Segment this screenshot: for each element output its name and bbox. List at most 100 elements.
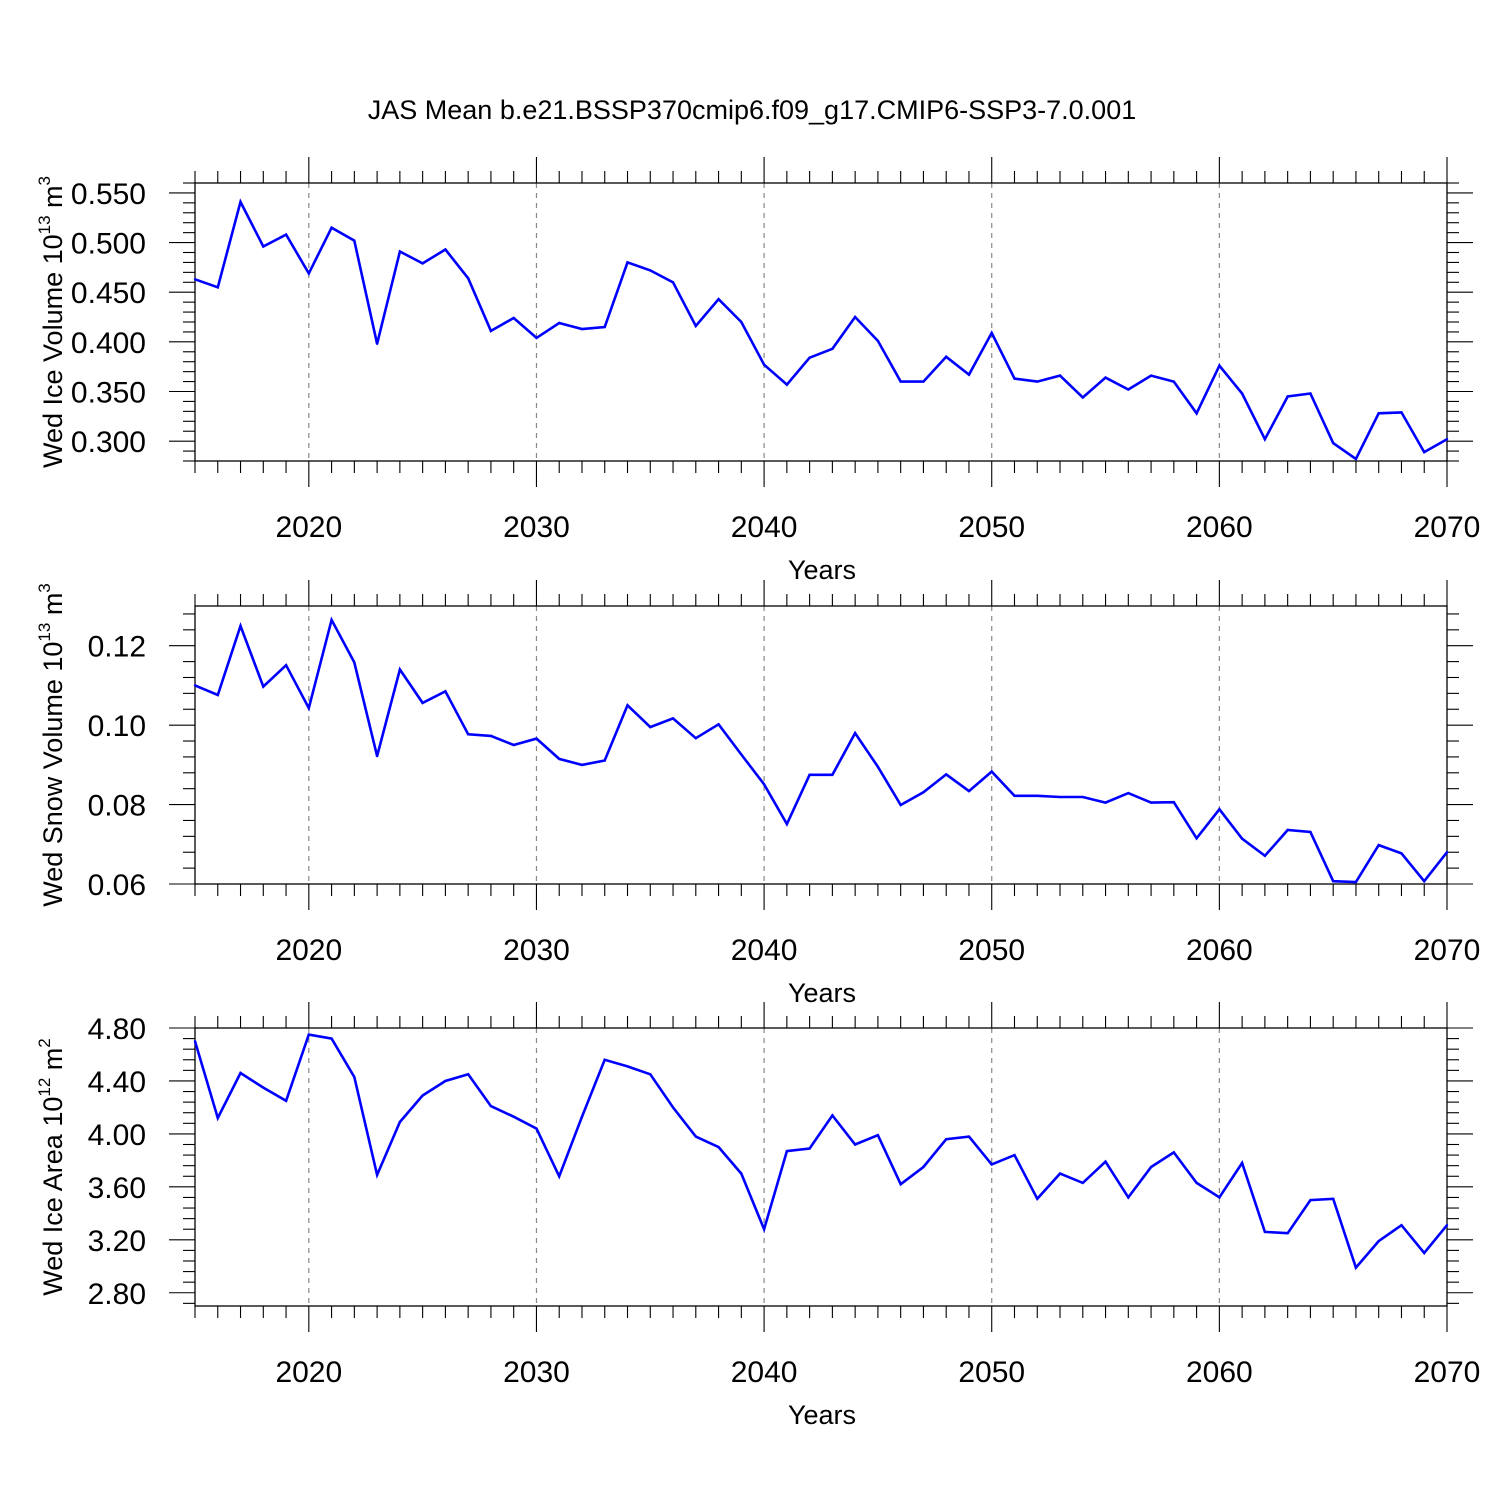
data-point	[1263, 854, 1267, 858]
data-point	[489, 1104, 493, 1108]
data-point	[740, 320, 743, 324]
data-point	[216, 693, 219, 697]
data-point	[853, 315, 857, 319]
data-point	[1240, 837, 1244, 840]
x-tick-label: 2030	[503, 934, 570, 967]
data-point	[671, 717, 675, 720]
data-point	[945, 773, 948, 776]
data-point	[307, 706, 311, 710]
data-point	[466, 733, 470, 736]
y-axis-label-part: 2	[35, 1038, 54, 1047]
x-tick-label: 2070	[1414, 1356, 1481, 1389]
data-point	[694, 1135, 697, 1138]
data-point	[1423, 450, 1426, 454]
data-point	[1195, 837, 1198, 840]
data-point	[193, 1040, 197, 1043]
data-point	[922, 380, 925, 383]
data-point	[717, 1145, 720, 1149]
data-point	[1263, 1230, 1267, 1234]
data-point	[1309, 830, 1312, 834]
series-line	[193, 1033, 1449, 1271]
data-point	[626, 1065, 629, 1068]
x-tick-label: 2030	[503, 511, 570, 544]
y-tick-label: 0.08	[88, 790, 146, 823]
data-point	[580, 763, 584, 767]
y-tick-label: 0.10	[88, 710, 146, 743]
data-point	[1423, 880, 1426, 883]
data-point	[1286, 395, 1289, 398]
data-point	[284, 1099, 288, 1103]
data-point	[785, 822, 789, 826]
data-point	[1354, 880, 1358, 884]
y-tick-label: 0.350	[71, 377, 146, 410]
data-point	[671, 1106, 675, 1109]
data-point	[1377, 1239, 1380, 1243]
y-axis-label: Wed Ice Area 1012 m2	[35, 1038, 68, 1296]
data-point	[580, 1115, 584, 1118]
data-point	[1127, 1196, 1130, 1199]
y-tick-label: 4.40	[88, 1066, 146, 1099]
data-point	[967, 789, 971, 793]
x-tick-label: 2050	[958, 511, 1025, 544]
y-tick-label: 0.12	[88, 631, 146, 664]
data-point	[899, 803, 902, 807]
panel-1: 0.300 0.350 0.400 0.450 0.500 0.550 2020 2030 20…	[35, 157, 1480, 585]
data-point	[398, 1120, 402, 1124]
data-point	[512, 743, 515, 747]
panel-2: 0.06 0.08 0.10 0.12 2020 2030 2040 2050 2060 2070…	[35, 580, 1480, 1008]
data-point	[1172, 1151, 1176, 1154]
chart-title: JAS Mean b.e21.BSSP370cmip6.f09_g17.CMIP…	[368, 95, 1136, 125]
data-point	[330, 1037, 333, 1040]
data-point	[1036, 1197, 1039, 1200]
data-point	[1036, 794, 1039, 798]
data-point	[1149, 801, 1153, 804]
data-point	[558, 757, 561, 761]
y-tick-label: 0.550	[71, 178, 146, 211]
data-point	[1400, 852, 1403, 855]
data-point	[353, 661, 356, 664]
data-point	[1013, 1153, 1016, 1157]
y-axis-label-part: 10	[38, 234, 68, 264]
data-point	[1013, 377, 1016, 380]
data-point	[990, 331, 993, 335]
data-point	[785, 383, 789, 386]
data-point	[853, 1143, 857, 1146]
data-point	[762, 783, 766, 786]
data-point	[876, 339, 880, 343]
x-axis-label: Years	[788, 1400, 856, 1430]
data-point	[421, 1094, 424, 1097]
series-line	[194, 616, 1449, 884]
data-point	[831, 1114, 834, 1117]
x-tick-label: 2070	[1414, 511, 1481, 544]
data-point	[945, 355, 948, 358]
data-point	[444, 690, 447, 693]
y-axis-label-part: 13	[35, 623, 54, 642]
data-point	[1195, 1181, 1198, 1185]
data-point	[899, 1183, 902, 1186]
y-axis-label-part: Wed Ice Area	[38, 1127, 68, 1296]
data-point	[444, 1079, 447, 1083]
data-point	[1081, 795, 1084, 799]
data-point	[1286, 1231, 1289, 1235]
data-point	[649, 269, 652, 272]
x-tick-label: 2050	[958, 934, 1025, 967]
data-point	[694, 324, 697, 328]
data-point	[1058, 374, 1062, 377]
y-axis-label-part: 3	[35, 176, 54, 185]
y-axis-label-part: 12	[35, 1078, 54, 1097]
plot-frame	[194, 1027, 1448, 1307]
y-tick-label: 0.500	[71, 228, 146, 261]
data-point	[1423, 1251, 1426, 1255]
data-point	[239, 1071, 242, 1075]
y-tick-label: 0.300	[71, 426, 146, 459]
data-point	[1400, 411, 1403, 414]
data-point	[1218, 808, 1221, 811]
data-point	[1263, 437, 1267, 441]
data-point	[1104, 801, 1107, 804]
data-point	[808, 356, 811, 359]
data-point	[717, 297, 720, 301]
y-tick-label: 0.450	[71, 277, 146, 310]
y-tick-label: 3.20	[88, 1225, 146, 1258]
data-point	[535, 737, 538, 740]
